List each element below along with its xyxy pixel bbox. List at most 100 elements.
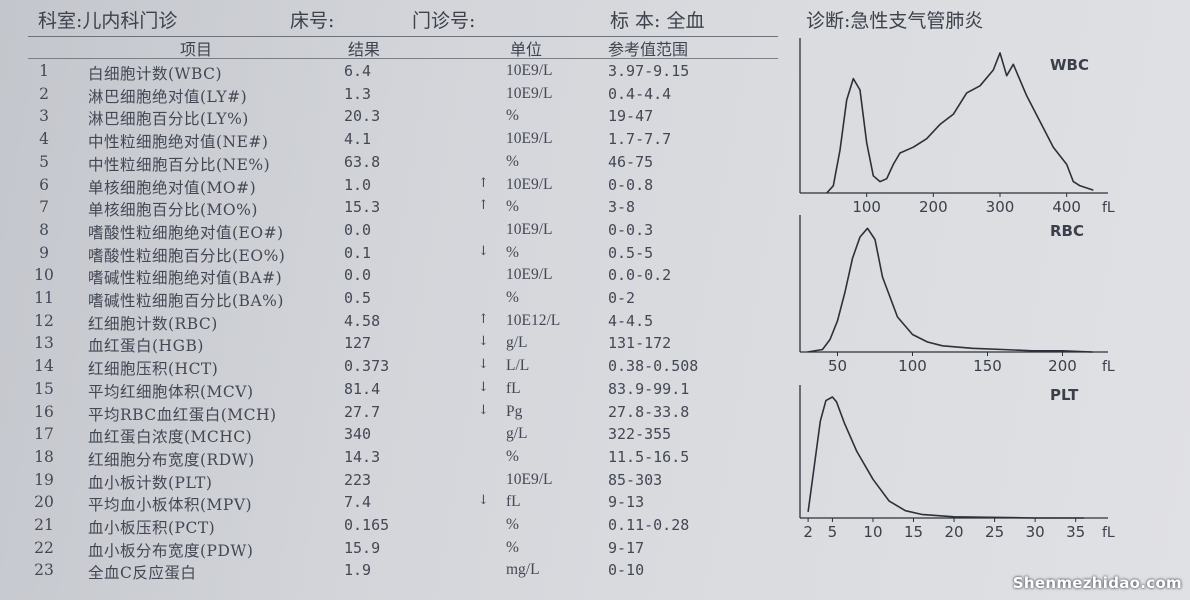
table-row: 15 平均红细胞体积(MCV) 81.4 ↓ fL 83.9-99.1 [0, 380, 780, 402]
abnormal-flag: ↓ [478, 379, 489, 395]
test-name: 嗜碱性粒细胞绝对值(BA#) [88, 269, 283, 288]
row-number: 13 [34, 334, 54, 353]
abnormal-flag: ↓ [478, 357, 489, 373]
test-unit: fL [506, 379, 521, 397]
plt-tick-label: 30 [1026, 523, 1045, 541]
test-result: 0.373 [344, 357, 390, 376]
table-row: 5 中性粒细胞百分比(NE%) 63.8% 46-75 [0, 153, 780, 175]
plt-tick-label: 20 [945, 523, 964, 541]
histogram-panel: 100 200 300 400 fL WBC 50 100 150 200 fL RBC 2 5 10 15 2… [799, 38, 1115, 541]
test-name: 淋巴细胞百分比(LY%) [88, 110, 249, 129]
test-name: 中性粒细胞百分比(NE%) [88, 155, 271, 174]
row-number: 4 [39, 130, 49, 149]
test-name: 红细胞分布宽度(RDW) [88, 450, 255, 469]
abnormal-flag: ↓ [478, 493, 489, 509]
test-result: 223 [344, 470, 372, 489]
test-result: 1.9 [344, 561, 372, 580]
row-number: 12 [34, 311, 54, 330]
table-row: 11 嗜碱性粒细胞百分比(BA%) 0.5% 0-2 [0, 289, 780, 311]
plt-tick-label: 2 [803, 523, 813, 541]
row-number: 18 [34, 447, 54, 466]
abnormal-flag: ↑ [478, 198, 489, 214]
specimen-label: 标 本: 全血 [610, 10, 705, 32]
row-number: 22 [34, 538, 54, 557]
test-name: 血红蛋白浓度(MCHC) [88, 428, 253, 447]
abnormal-flag: ↓ [478, 243, 489, 259]
abnormal-flag: ↑ [478, 311, 489, 327]
plt-tick-label: 35 [1066, 523, 1085, 541]
column-header-result: 结果 [348, 40, 381, 59]
table-row: 21 血小板压积(PCT) 0.165% 0.11-0.28 [0, 516, 780, 538]
table-row: 8 嗜酸性粒细胞绝对值(EO#) 0.0 10E9/L 0-0.3 [0, 221, 780, 243]
test-result: 27.7 [344, 402, 381, 421]
reference-range: 0.4-4.4 [608, 84, 672, 103]
test-unit: mg/L [506, 561, 540, 579]
reference-range: 3-8 [608, 198, 636, 217]
table-row: 12 红细胞计数(RBC) 4.58 ↑ 10E12/L 4-4.5 [0, 312, 780, 334]
test-name: 中性粒细胞绝对值(NE#) [88, 133, 269, 152]
bed-number-label: 床号: [290, 10, 335, 32]
plt-unit-label: fL [1102, 525, 1115, 541]
reference-range: 0-2 [608, 289, 636, 307]
reference-range: 0.5-5 [608, 243, 654, 262]
table-row: 3 淋巴细胞百分比(LY%) 20.3% 19-47 [0, 107, 780, 129]
rbc-chart-title: RBC [1050, 222, 1084, 240]
test-result: 15.3 [344, 198, 381, 217]
test-unit: L/L [506, 357, 530, 375]
column-header-reference: 参考值范围 [608, 40, 689, 59]
test-unit: 10E12/L [506, 311, 561, 329]
test-name: 白细胞计数(WBC) [88, 65, 223, 83]
test-unit: g/L [506, 425, 528, 443]
test-name: 平均红细胞体积(MCV) [88, 382, 254, 401]
test-result: 1.0 [344, 175, 372, 194]
reference-range: 0.11-0.28 [608, 516, 690, 534]
abnormal-flag: ↓ [478, 402, 489, 418]
reference-range: 46-75 [608, 152, 654, 171]
header-divider [28, 36, 778, 37]
report-header: 科室:儿内科门诊 床号: 门诊号: 标 本: 全血 诊断:急性支气管肺炎 [0, 4, 1190, 34]
reference-range: 0.38-0.508 [608, 357, 699, 376]
test-result: 0.165 [344, 516, 390, 534]
wbc-unit-label: fL [1102, 200, 1115, 216]
table-row: 20 平均血小板体积(MPV) 7.4 ↓ fL 9-13 [0, 493, 780, 515]
test-name: 血小板压积(PCT) [88, 519, 216, 537]
department-label: 科室:儿内科门诊 [38, 10, 178, 32]
reference-range: 27.8-33.8 [608, 402, 690, 421]
test-unit: 10E9/L [506, 470, 553, 488]
wbc-histogram-curve [826, 52, 1094, 194]
test-result: 340 [344, 425, 372, 444]
reference-range: 322-355 [608, 425, 672, 444]
wbc-tick-label: 200 [919, 198, 948, 216]
test-unit: 10E9/L [506, 130, 553, 148]
test-result: 20.3 [344, 107, 381, 126]
watermark: Shenmezhidao.com [1012, 574, 1182, 592]
table-row: 1 白细胞计数(WBC) 6.4 10E9/L 3.97-9.15 [0, 62, 780, 84]
test-result: 4.1 [344, 130, 372, 149]
test-name: 淋巴细胞绝对值(LY#) [88, 87, 248, 106]
reference-range: 3.97-9.15 [608, 62, 690, 80]
diagnosis-label: 诊断:急性支气管肺炎 [806, 10, 984, 32]
abnormal-flag: ↓ [478, 334, 489, 350]
table-row: 13 血红蛋白(HGB) 127 ↓ g/L 131-172 [0, 334, 780, 356]
column-header-unit: 单位 [510, 40, 543, 59]
row-number: 1 [39, 62, 49, 80]
test-unit: 10E9/L [506, 175, 553, 193]
test-result: 0.5 [344, 289, 372, 307]
test-unit: 10E9/L [506, 62, 553, 79]
table-row: 9 嗜酸性粒细胞百分比(EO%) 0.1 ↓% 0.5-5 [0, 244, 780, 266]
test-name: 嗜酸性粒细胞百分比(EO%) [88, 246, 286, 265]
row-number: 10 [34, 266, 54, 285]
plt-chart-title: PLT [1050, 386, 1079, 404]
test-result: 6.4 [344, 62, 372, 80]
reference-range: 1.7-7.7 [608, 130, 672, 149]
wbc-tick-label: 400 [1052, 198, 1081, 216]
test-unit: 10E9/L [506, 84, 553, 102]
plt-histogram-curve [807, 396, 1084, 519]
test-result: 1.3 [344, 84, 372, 103]
row-number: 7 [39, 198, 49, 217]
reference-range: 11.5-16.5 [608, 447, 690, 466]
test-name: 血小板计数(PLT) [88, 473, 213, 492]
reference-range: 131-172 [608, 334, 672, 353]
table-row: 14 红细胞压积(HCT) 0.373 ↓ L/L 0.38-0.508 [0, 357, 780, 379]
test-unit: % [506, 289, 519, 306]
